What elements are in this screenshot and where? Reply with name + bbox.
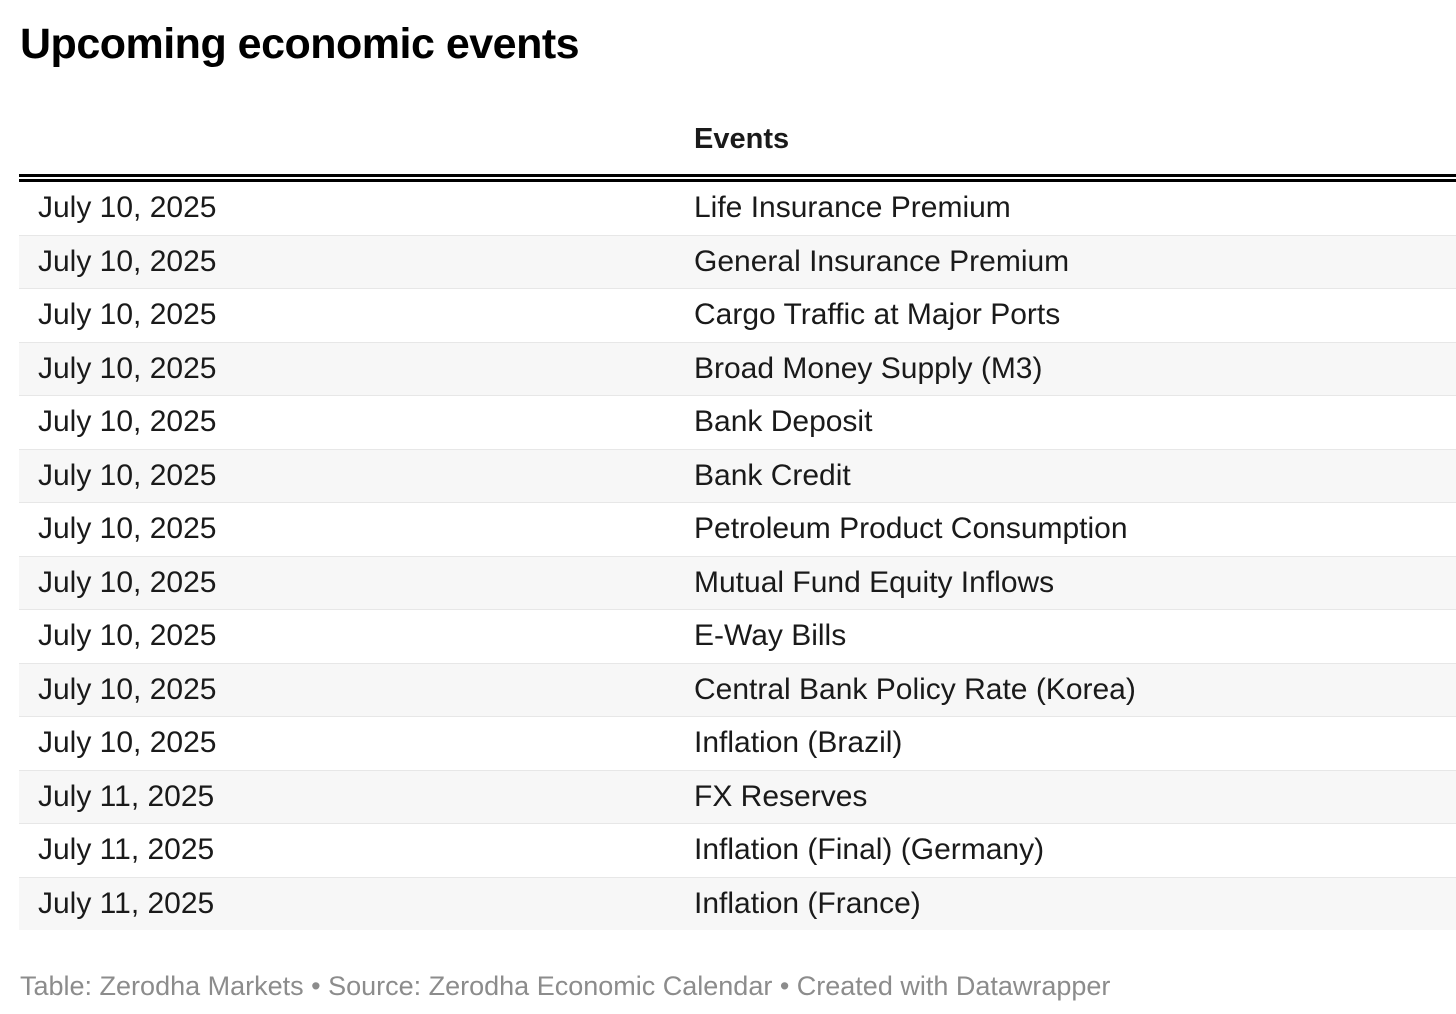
event-cell: Bank Credit (675, 448, 1456, 503)
event-cell: E-Way Bills (675, 609, 1456, 663)
table-row: July 10, 2025 Petroleum Product Consumpti… (19, 502, 1456, 556)
table-row: July 10, 2025 Mutual Fund Equity Inflows (19, 555, 1456, 610)
table-row: July 10, 2025 Inflation (Brazil) (19, 716, 1456, 770)
date-cell: July 10, 2025 (19, 341, 675, 396)
event-cell: FX Reserves (675, 769, 1456, 824)
header-row: Events (19, 67, 1456, 182)
event-cell: Mutual Fund Equity Inflows (675, 555, 1456, 610)
table-row: July 10, 2025 Broad Money Supply (M3) (19, 341, 1456, 396)
date-cell: July 11, 2025 (19, 823, 675, 877)
table-row: July 10, 2025 Cargo Traffic at Major Port… (19, 288, 1456, 342)
date-cell: July 10, 2025 (19, 609, 675, 663)
event-cell: Inflation (Brazil) (675, 716, 1456, 770)
event-cell: General Insurance Premium (675, 234, 1456, 289)
date-cell: July 10, 2025 (19, 555, 675, 610)
table-row: July 10, 2025 Central Bank Policy Rate (K… (19, 662, 1456, 717)
attribution-footer: Table: Zerodha Markets • Source: Zerodha… (20, 970, 1436, 1003)
event-cell: Inflation (Final) (Germany) (675, 823, 1456, 877)
table-row: July 11, 2025 Inflation (Final) (Germany) (19, 823, 1456, 877)
table-row: July 10, 2025 E-Way Bills (19, 609, 1456, 663)
events-column-header: Events (675, 67, 1456, 182)
table-row: July 10, 2025 Bank Deposit (19, 395, 1456, 449)
date-cell: July 11, 2025 (19, 876, 675, 930)
date-cell: July 10, 2025 (19, 178, 675, 235)
date-cell: July 10, 2025 (19, 448, 675, 503)
attribution-text: Table: Zerodha Markets • Source: Zerodha… (20, 971, 1111, 1001)
table-row: July 11, 2025 Inflation (France) (19, 876, 1456, 930)
event-cell: Cargo Traffic at Major Ports (675, 288, 1456, 342)
event-cell: Inflation (France) (675, 876, 1456, 930)
event-cell: Broad Money Supply (M3) (675, 341, 1456, 396)
date-cell: July 10, 2025 (19, 502, 675, 556)
date-cell: July 10, 2025 (19, 234, 675, 289)
events-table: Events July 10, 2025 Life Insurance Premi… (19, 67, 1456, 930)
date-cell: July 11, 2025 (19, 769, 675, 824)
table-header: Events (19, 67, 1456, 182)
page-title: Upcoming economic events (20, 20, 580, 68)
table-body: July 10, 2025 Life Insurance Premium July … (19, 178, 1456, 930)
date-cell: July 10, 2025 (19, 288, 675, 342)
event-cell: Life Insurance Premium (675, 178, 1456, 235)
table-row: July 10, 2025 General Insurance Premium (19, 234, 1456, 289)
date-cell: July 10, 2025 (19, 716, 675, 770)
date-cell: July 10, 2025 (19, 395, 675, 449)
table-row: July 10, 2025 Life Insurance Premium (19, 178, 1456, 235)
event-cell: Petroleum Product Consumption (675, 502, 1456, 556)
event-cell: Bank Deposit (675, 395, 1456, 449)
table-row: July 11, 2025 FX Reserves (19, 769, 1456, 824)
table-row: July 10, 2025 Bank Credit (19, 448, 1456, 503)
date-cell: July 10, 2025 (19, 662, 675, 717)
event-cell: Central Bank Policy Rate (Korea) (675, 662, 1456, 717)
date-column-header (19, 67, 675, 182)
